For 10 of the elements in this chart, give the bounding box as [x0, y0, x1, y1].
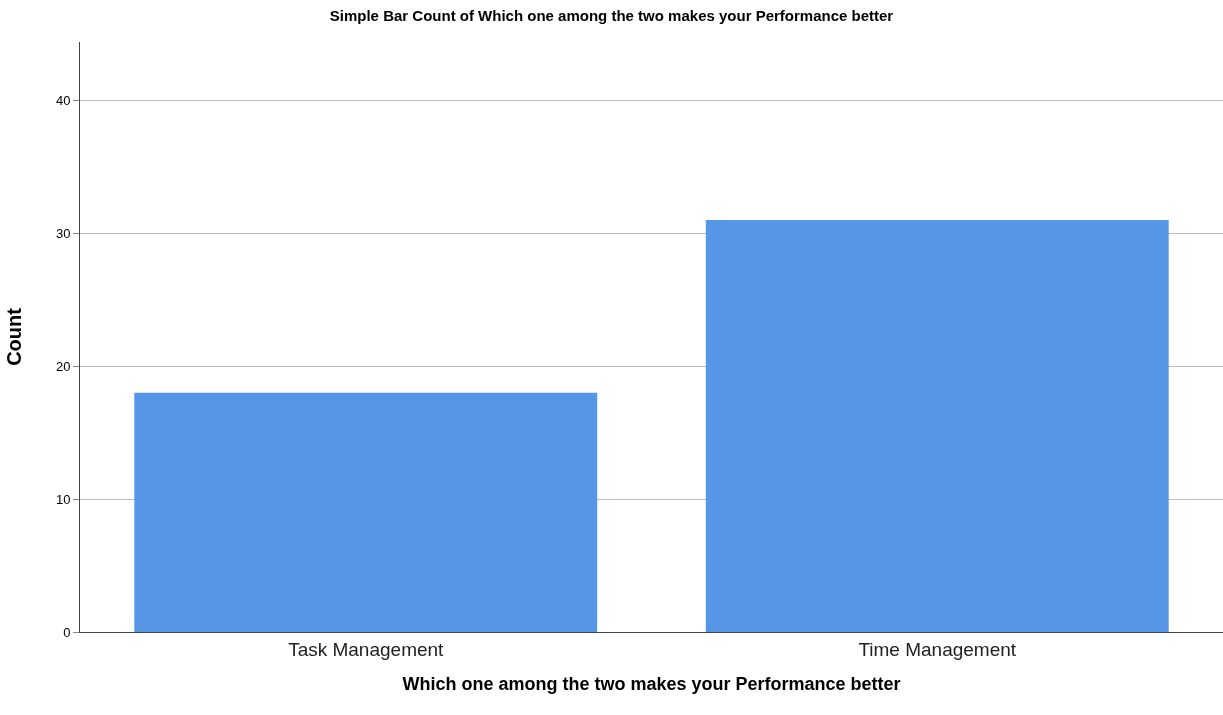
y-tick-label: 0: [63, 624, 71, 640]
y-tick-label: 40: [55, 93, 71, 109]
x-axis-title: Which one among the two makes your Performance better: [402, 673, 901, 694]
y-tick-label: 10: [55, 491, 71, 507]
x-tick-label: Time Management: [858, 638, 1017, 660]
chart-title: Simple Bar Count of Which one among the two makes your Performance better: [329, 7, 894, 25]
y-tick-label: 30: [55, 225, 71, 241]
y-tick-label: 20: [55, 358, 71, 374]
x-tick-label: Task Management: [288, 638, 445, 660]
y-axis-title: Count: [3, 307, 26, 366]
